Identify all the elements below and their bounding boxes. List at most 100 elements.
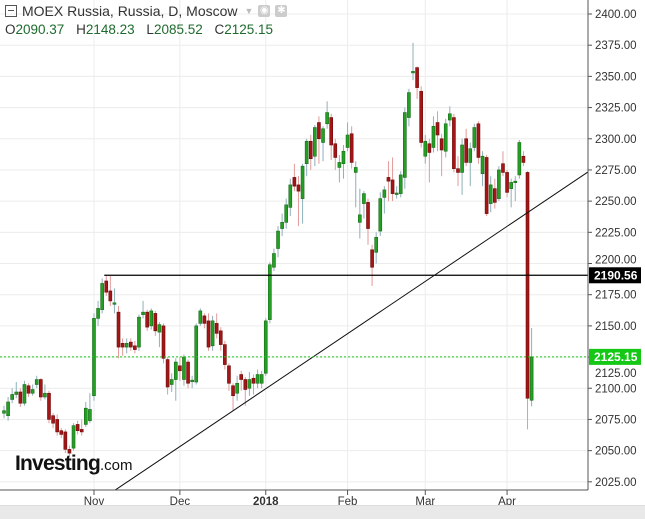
y-tick-label: 2375.00 [595, 40, 637, 52]
candle-body [100, 283, 104, 310]
candle-body [22, 384, 27, 404]
ohlc-readout: O2090.37 H2148.23 L2085.52 C2125.15 [5, 22, 281, 37]
candle-body [353, 167, 358, 173]
candle-body [157, 324, 162, 333]
y-tick-label: 2250.00 [595, 196, 637, 208]
candle-body [464, 138, 468, 163]
y-tick-label: 2025.00 [595, 477, 637, 489]
candle-body [435, 122, 440, 136]
candle-body [227, 365, 231, 384]
candle-body [173, 361, 178, 380]
candle-body [153, 313, 158, 332]
y-tick-label: 2275.00 [595, 165, 637, 177]
x-tick-label: Mar [415, 496, 435, 505]
candle-body [194, 325, 199, 383]
collapse-icon[interactable] [5, 5, 17, 17]
y-tick-label: 2100.00 [595, 383, 637, 395]
candle-body [235, 382, 239, 394]
y-tick-label: 2175.00 [595, 290, 637, 302]
y-tick-label: 2300.00 [595, 134, 637, 146]
candle-body [149, 310, 154, 327]
candle-body [128, 341, 133, 348]
candle-body [108, 290, 113, 302]
candle-body [529, 356, 534, 401]
y-tick-label: 2075.00 [595, 414, 637, 426]
candle-body [419, 91, 423, 143]
candle-body [366, 202, 370, 229]
y-tick-label: 2150.00 [595, 321, 637, 333]
candle-body [443, 123, 448, 152]
candle-body [382, 189, 387, 198]
x-tick-label: Feb [338, 496, 358, 505]
close-label: C [214, 22, 225, 37]
candle-body [386, 177, 391, 182]
investing-logo: Investing.com [15, 452, 133, 476]
candle-body [521, 155, 526, 163]
level-price-badge [589, 267, 641, 284]
candle-body [370, 249, 374, 268]
candle-body [247, 379, 252, 389]
candle-body [321, 128, 325, 143]
candle-body [263, 320, 268, 374]
candle-body [206, 320, 211, 348]
candle-body [452, 117, 456, 169]
candle-body [484, 157, 489, 214]
candle-body [79, 429, 84, 433]
candle-body [133, 345, 137, 350]
candle-body [423, 140, 428, 157]
candle-body [431, 125, 436, 148]
candle-body [96, 308, 100, 319]
candle-body [124, 343, 129, 348]
open-value: 2090.37 [15, 22, 65, 37]
candle-body [218, 330, 223, 345]
candle-body [362, 193, 366, 204]
candle-body [67, 449, 72, 454]
axis-mask [0, 490, 645, 505]
y-tick-label: 2125.00 [595, 368, 637, 380]
candle-body [337, 162, 342, 168]
candle-body [30, 389, 35, 394]
candle-body [10, 394, 14, 400]
candle-body [84, 407, 88, 425]
candle-body [394, 192, 399, 195]
chevron-down-icon[interactable]: ▼ [244, 6, 254, 16]
candle-body [251, 377, 256, 384]
candle-body [501, 163, 505, 173]
eye-icon[interactable]: ◉ [258, 5, 271, 17]
open-label: O [5, 22, 16, 37]
y-tick-label: 2225.00 [595, 227, 637, 239]
candle-body [488, 184, 493, 204]
gear-icon[interactable]: ✱ [275, 5, 288, 17]
candle-body [480, 155, 485, 174]
y-tick-label: 2050.00 [595, 446, 637, 458]
candlestick-chart[interactable]: 2025.00 2050.00 2075.00 2100.00 2125.00 2150.… [0, 0, 645, 505]
candle-body [39, 379, 43, 398]
candle-body [137, 316, 141, 348]
candle-body [112, 302, 117, 305]
candle-body [329, 117, 334, 146]
candle-body [169, 379, 174, 385]
candle-body [165, 359, 170, 388]
candle-body [231, 385, 235, 397]
candle-body [75, 424, 80, 431]
candle-body [407, 92, 411, 118]
trendline [114, 171, 589, 491]
price-axis-bg [588, 0, 645, 490]
candle-body [468, 148, 473, 163]
candle-body [398, 174, 403, 194]
candle-body [415, 67, 419, 88]
candle-body [239, 374, 244, 380]
candle-body [341, 150, 346, 165]
candle-body [182, 356, 186, 380]
candle-body [378, 198, 383, 232]
current-price-badge [589, 348, 641, 365]
candle-body [492, 188, 497, 203]
high-value: 2148.23 [85, 22, 135, 37]
candle-body [345, 134, 350, 148]
candle-body [26, 385, 31, 394]
candle-body [509, 182, 513, 189]
candle-body [223, 344, 227, 365]
x-tick-label: 2018 [253, 496, 279, 505]
candle-body [517, 142, 522, 176]
y-tick-label: 2200.00 [595, 254, 637, 266]
